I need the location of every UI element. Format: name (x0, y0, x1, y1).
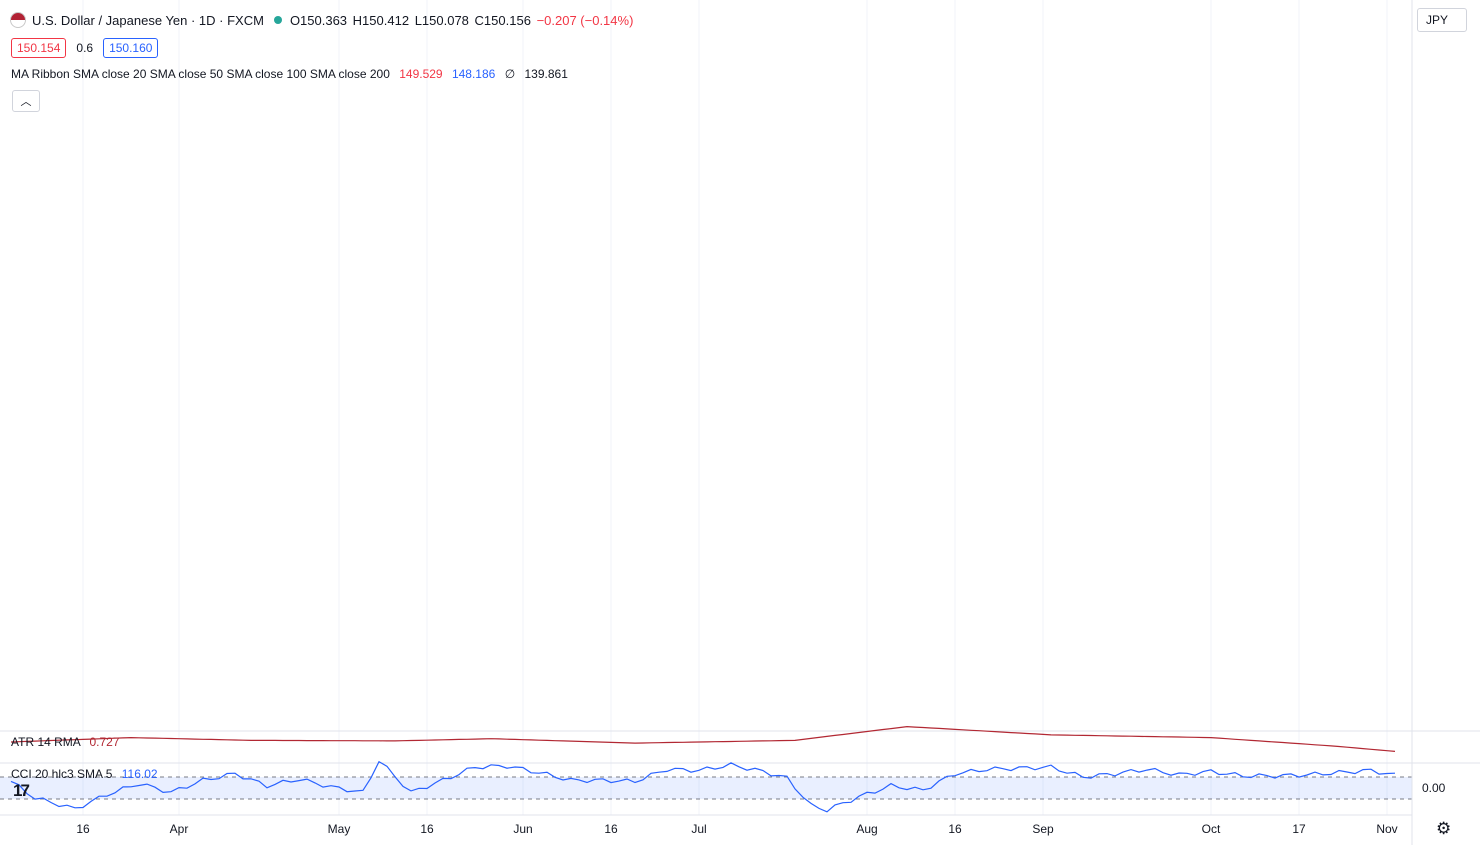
time-tick-label: Nov (1376, 822, 1397, 836)
tradingview-logo-icon[interactable]: 17 (13, 781, 30, 800)
sma20-value: 149.529 (399, 67, 443, 81)
time-tick-label: May (328, 822, 351, 836)
atr-value: 0.727 (89, 735, 120, 749)
chevron-up-icon: ︿ (20, 96, 32, 108)
high-value: H150.412 (352, 12, 410, 28)
time-tick-label: Oct (1202, 822, 1221, 836)
atr-line (10, 725, 1396, 752)
settings-gear-icon[interactable]: ⚙ (1436, 819, 1452, 838)
cci-band (0, 777, 1412, 799)
time-tick-label: Jul (691, 822, 706, 836)
buy-button[interactable]: 150.160 (103, 37, 159, 58)
time-tick-label: Sep (1032, 822, 1054, 836)
indicator-panes (0, 725, 1480, 813)
symbol-legend: U.S. Dollar / Japanese Yen · 1D · FXCM O… (10, 9, 635, 31)
symbol-title[interactable]: U.S. Dollar / Japanese Yen · 1D · FXCM (32, 12, 264, 28)
sma100-value: ∅ (504, 67, 516, 81)
open-value: O150.363 (289, 12, 348, 28)
us-flag-icon (10, 12, 26, 28)
low-value: L150.078 (414, 12, 469, 28)
time-tick-label: Apr (170, 822, 189, 836)
spread-value: 0.6 (76, 40, 94, 55)
price-axis: 129.000130.000131.000132.000133.000134.0… (1422, 781, 1446, 795)
time-tick-label: Aug (856, 822, 877, 836)
time-tick-label: 16 (76, 822, 90, 836)
trade-buttons: 150.154 0.6 150.160 (11, 37, 159, 58)
sma50-value: 148.186 (451, 67, 496, 81)
change-value: −0.207 (−0.14%) (536, 12, 634, 28)
collapse-legend-button[interactable]: ︿ (12, 90, 40, 112)
time-tick-label: 16 (948, 822, 962, 836)
ma-ribbon-label: MA Ribbon SMA close 20 SMA close 50 SMA … (11, 67, 390, 81)
time-tick-label: 17 (1292, 822, 1306, 836)
currency-selector[interactable]: JPY (1417, 8, 1467, 32)
cci-zero-label: 0.00 (1422, 781, 1446, 795)
currency-label: JPY (1426, 13, 1449, 27)
ohlc-values: O150.363 H150.412 L150.078 C150.156 −0.2… (290, 13, 635, 28)
cci-label: CCI 20 hlc3 SMA 5 (11, 767, 113, 781)
atr-label: ATR 14 RMA (11, 735, 81, 749)
ma-ribbon-legend[interactable]: MA Ribbon SMA close 20 SMA close 50 SMA … (11, 67, 568, 81)
atr-legend[interactable]: ATR 14 RMA 0.727 (11, 735, 120, 749)
sma200-value: 139.861 (524, 67, 568, 81)
cci-legend[interactable]: CCI 20 hlc3 SMA 5 116.02 (11, 767, 158, 781)
close-value: C150.156 (474, 12, 531, 28)
chart-grid (82, 0, 1388, 815)
time-tick-label: Jun (513, 822, 532, 836)
market-open-icon (273, 16, 282, 24)
sell-button[interactable]: 150.154 (11, 37, 67, 58)
time-tick-label: 16 (604, 822, 618, 836)
time-tick-label: 16 (420, 822, 434, 836)
cci-line (10, 760, 1396, 813)
time-axis: 16 Apr May 16 Jun 16 Jul Aug 16 Sep Oct 17 Nov (76, 822, 1397, 836)
cci-value: 116.02 (121, 767, 158, 781)
